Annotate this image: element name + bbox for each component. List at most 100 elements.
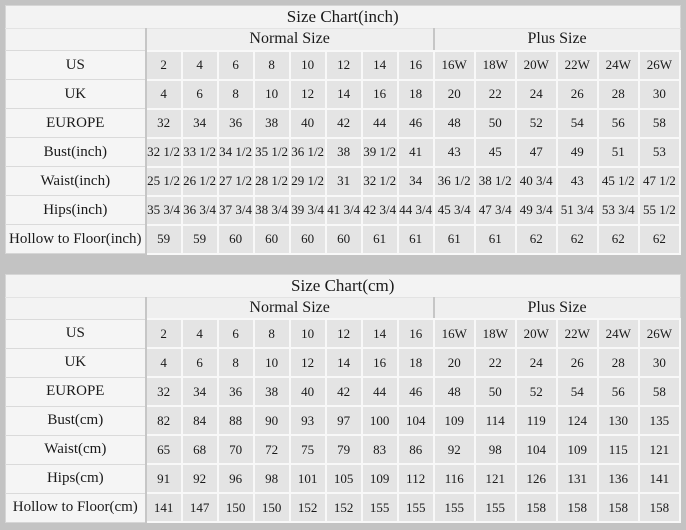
- size-value-cell: 62: [555, 223, 599, 255]
- size-value-cell: 96: [216, 463, 255, 494]
- table-title: Size Chart(inch): [5, 5, 680, 29]
- size-value-cell: 45: [473, 136, 517, 168]
- size-chart-inch-table: Size Chart(inch) Normal Size Plus Size US 2 4…: [5, 5, 682, 255]
- size-value-cell: 50: [473, 376, 517, 407]
- size-value-cell: 36 1/2: [288, 136, 327, 168]
- size-value-cell: 10: [252, 347, 291, 378]
- size-value-cell: 56: [596, 107, 640, 139]
- size-value-cell: 40 3/4: [514, 165, 558, 197]
- size-value-cell: 8: [216, 347, 255, 378]
- size-value-cell: 29 1/2: [288, 165, 327, 197]
- size-value-cell: 98: [473, 434, 517, 465]
- size-value-cell: 52: [514, 376, 558, 407]
- size-value-cell: 18: [396, 78, 435, 110]
- size-value-cell: 32: [144, 376, 183, 407]
- size-value-cell: 104: [514, 434, 558, 465]
- size-value-cell: 18W: [473, 49, 517, 81]
- size-value-cell: 49: [555, 136, 599, 168]
- size-value-cell: 68: [180, 434, 219, 465]
- size-value-cell: 35 1/2: [252, 136, 291, 168]
- size-value-cell: 131: [555, 463, 599, 494]
- table-row: EUROPE 32 34 36 38 40 42 44 46 48 50 52 54 56 58: [5, 107, 682, 139]
- size-value-cell: 65: [144, 434, 183, 465]
- size-value-cell: 46: [396, 376, 435, 407]
- size-value-cell: 45 1/2: [596, 165, 640, 197]
- row-label: Waist(inch): [5, 166, 147, 196]
- size-value-cell: 119: [514, 405, 558, 436]
- row-label: Waist(cm): [5, 434, 147, 464]
- size-value-cell: 60: [252, 223, 291, 255]
- size-value-cell: 55 1/2: [637, 194, 682, 226]
- size-value-cell: 49 3/4: [514, 194, 558, 226]
- size-value-cell: 8: [216, 78, 255, 110]
- size-value-cell: 6: [180, 347, 219, 378]
- size-value-cell: 105: [324, 463, 363, 494]
- size-value-cell: 155: [360, 492, 399, 523]
- size-value-cell: 16W: [432, 49, 476, 81]
- size-value-cell: 155: [432, 492, 476, 523]
- size-value-cell: 26: [555, 78, 599, 110]
- size-value-cell: 62: [596, 223, 640, 255]
- size-value-cell: 155: [396, 492, 435, 523]
- size-value-cell: 79: [324, 434, 363, 465]
- table-title: Size Chart(cm): [5, 274, 680, 298]
- size-value-cell: 20W: [514, 49, 558, 81]
- size-value-cell: 36 1/2: [432, 165, 476, 197]
- size-value-cell: 26W: [637, 49, 682, 81]
- table-row: Hollow to Floor(cm) 141 147 150 150 152 152 155…: [5, 492, 682, 523]
- size-value-cell: 37 3/4: [216, 194, 255, 226]
- size-value-cell: 25 1/2: [144, 165, 183, 197]
- table-row: Waist(cm) 65 68 70 72 75 79 83 86 92 98 104 109 115 12…: [5, 434, 682, 465]
- size-value-cell: 109: [432, 405, 476, 436]
- size-value-cell: 8: [252, 318, 291, 349]
- size-value-cell: 6: [216, 49, 255, 81]
- size-value-cell: 48: [432, 107, 476, 139]
- corner-cell: [5, 297, 147, 320]
- size-value-cell: 152: [324, 492, 363, 523]
- size-value-cell: 48: [432, 376, 476, 407]
- size-value-cell: 101: [288, 463, 327, 494]
- plus-size-group-header: Plus Size: [432, 297, 680, 320]
- size-value-cell: 121: [473, 463, 517, 494]
- table-row: Hips(cm) 91 92 96 98 101 105 109 112 116 121 126 131…: [5, 463, 682, 494]
- size-value-cell: 36 3/4: [180, 194, 219, 226]
- size-value-cell: 60: [216, 223, 255, 255]
- table-row: EUROPE 32 34 36 38 40 42 44 46 48 50 52 54 56 58: [5, 376, 682, 407]
- size-value-cell: 22W: [555, 49, 599, 81]
- size-value-cell: 4: [144, 347, 183, 378]
- size-value-cell: 16W: [432, 318, 476, 349]
- size-value-cell: 38: [252, 376, 291, 407]
- size-value-cell: 88: [216, 405, 255, 436]
- size-value-cell: 33 1/2: [180, 136, 219, 168]
- size-value-cell: 26W: [637, 318, 682, 349]
- row-label: Hips(cm): [5, 463, 147, 493]
- size-value-cell: 126: [514, 463, 558, 494]
- size-value-cell: 124: [555, 405, 599, 436]
- size-chart-cm-table: Size Chart(cm) Normal Size Plus Size US 2 4 6 8…: [5, 273, 682, 523]
- size-value-cell: 16: [396, 49, 435, 81]
- size-value-cell: 52: [514, 107, 558, 139]
- table-row: US 2 4 6 8 10 12 14 16 16W 18W 20W 22W 24W 26W: [5, 318, 682, 349]
- size-value-cell: 28: [596, 78, 640, 110]
- size-value-cell: 12: [288, 78, 327, 110]
- size-value-cell: 158: [637, 492, 682, 523]
- row-label: UK: [5, 347, 147, 377]
- size-value-cell: 30: [637, 78, 682, 110]
- size-value-cell: 83: [360, 434, 399, 465]
- size-value-cell: 61: [432, 223, 476, 255]
- size-value-cell: 158: [514, 492, 558, 523]
- table-row: Bust(inch) 32 1/2 33 1/2 34 1/2 35 1/2 36 1/2…: [5, 136, 682, 168]
- size-value-cell: 10: [288, 318, 327, 349]
- size-value-cell: 20: [432, 78, 476, 110]
- size-value-cell: 158: [555, 492, 599, 523]
- size-value-cell: 44 3/4: [396, 194, 435, 226]
- size-value-cell: 41 3/4: [324, 194, 363, 226]
- row-label: Bust(cm): [5, 405, 147, 435]
- size-value-cell: 40: [288, 376, 327, 407]
- table-row: Bust(cm) 82 84 88 90 93 97 100 104 109 114 119 124 13…: [5, 405, 682, 436]
- size-value-cell: 98: [252, 463, 291, 494]
- size-value-cell: 28: [596, 347, 640, 378]
- size-value-cell: 54: [555, 376, 599, 407]
- size-value-cell: 92: [180, 463, 219, 494]
- size-value-cell: 35 3/4: [144, 194, 183, 226]
